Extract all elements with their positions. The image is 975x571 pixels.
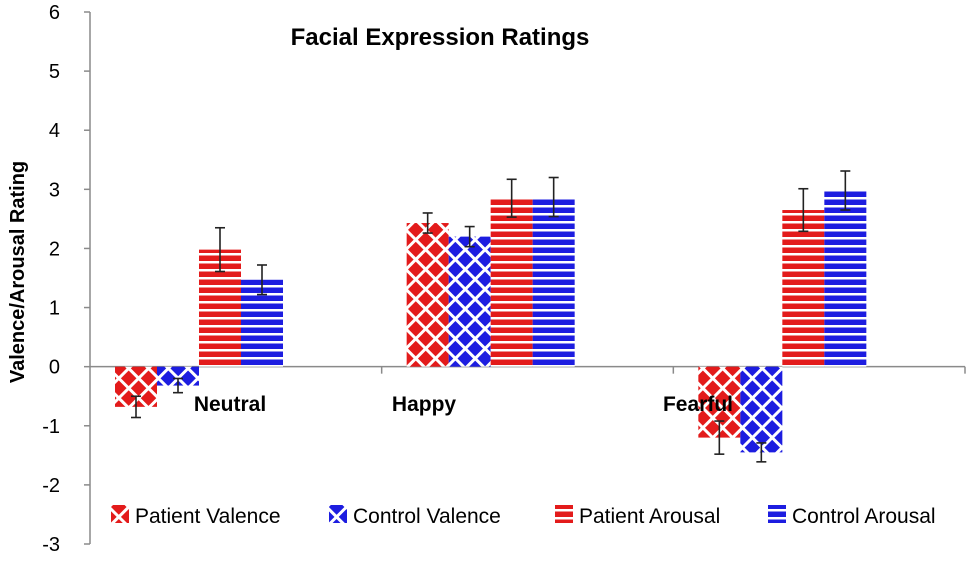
y-tick-label: -1 xyxy=(42,416,60,438)
bar xyxy=(448,236,491,367)
legend-label: Control Valence xyxy=(353,505,501,528)
legend-swatch xyxy=(768,505,786,523)
category-label: Happy xyxy=(392,393,457,416)
legend: Patient Valence Control Valence Patient Ar… xyxy=(111,505,936,528)
legend-swatch xyxy=(111,505,129,523)
bar xyxy=(406,223,449,367)
y-tick-label: 4 xyxy=(49,120,60,142)
chart-title: Facial Expression Ratings xyxy=(291,24,590,51)
y-tick-label: -3 xyxy=(42,534,60,556)
category-label: Neutral xyxy=(194,393,266,416)
y-tick-label: 5 xyxy=(49,61,60,83)
bar xyxy=(740,366,783,453)
bar xyxy=(782,210,825,367)
legend-swatch xyxy=(329,505,347,523)
bar xyxy=(490,198,533,367)
y-tick-label: -2 xyxy=(42,475,60,497)
y-axis-label: Valence/Arousal Rating xyxy=(7,161,29,383)
bar xyxy=(824,190,867,367)
y-tick-label: 1 xyxy=(49,298,60,320)
category-label: Fearful xyxy=(663,393,733,416)
category-labels: Neutral Happy Fearful xyxy=(194,393,733,416)
y-tick-label: 6 xyxy=(49,2,60,24)
y-tick-label: 3 xyxy=(49,179,60,201)
legend-label: Control Arousal xyxy=(792,505,936,528)
legend-label: Patient Arousal xyxy=(579,505,720,528)
legend-label: Patient Valence xyxy=(135,505,281,528)
bar xyxy=(157,366,199,386)
y-tick-label: 2 xyxy=(49,238,60,260)
bars xyxy=(115,170,867,463)
legend-swatch xyxy=(555,505,573,523)
y-tick-label: 0 xyxy=(49,357,60,379)
bar xyxy=(532,197,575,367)
